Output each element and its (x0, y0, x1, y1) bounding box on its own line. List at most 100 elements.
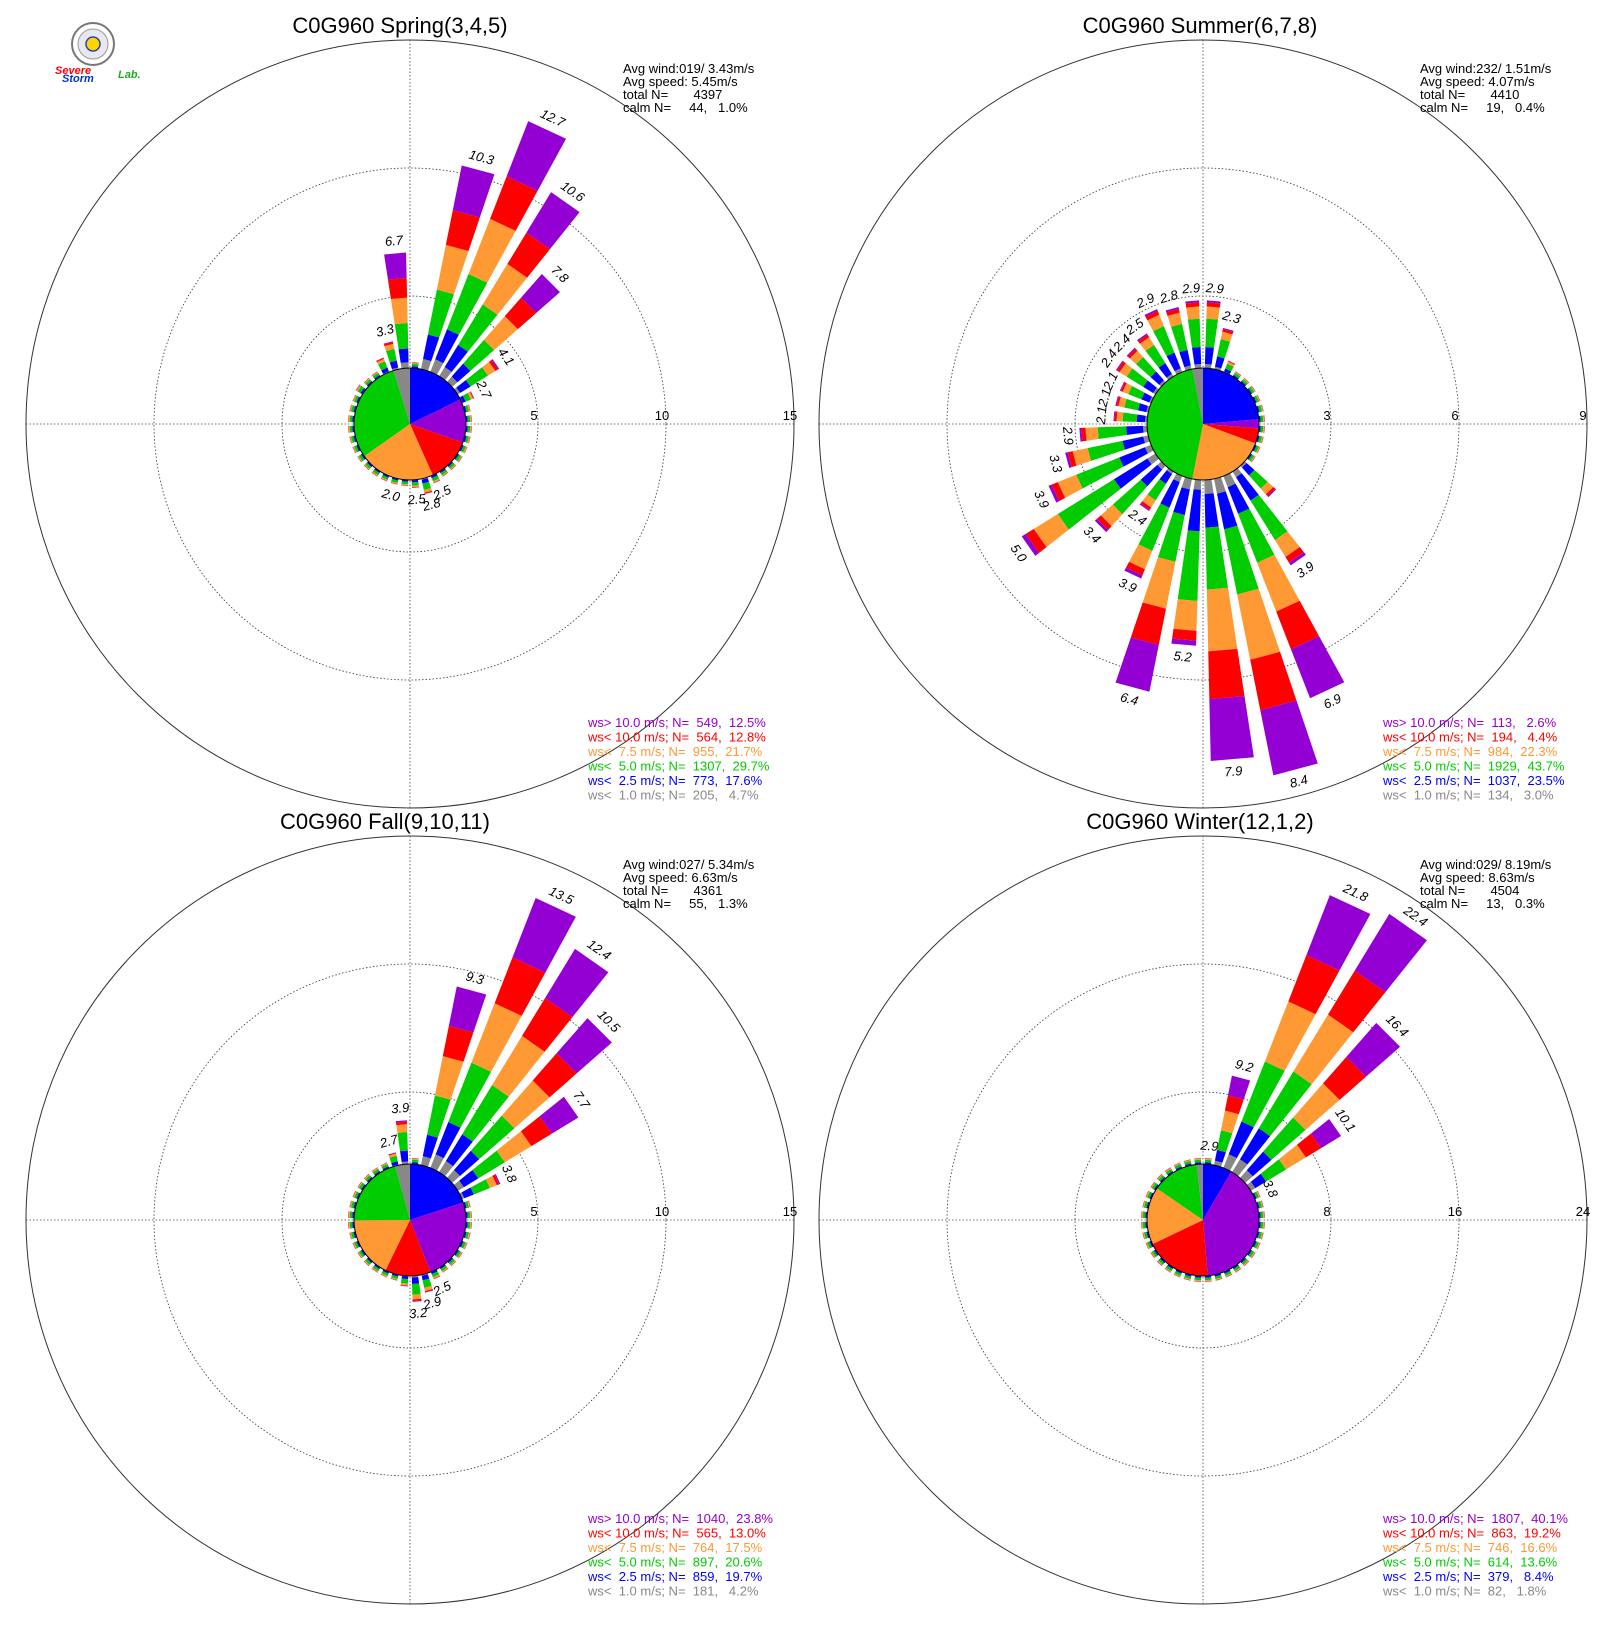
bar-segment (1119, 381, 1125, 392)
bar-segment (1174, 1163, 1182, 1170)
bar-segment (427, 289, 454, 338)
bar-segment (1206, 306, 1220, 320)
legend-entry: ws> 10.0 m/s; N= 113, 2.6% (1382, 715, 1557, 730)
bar-segment (391, 1274, 399, 1280)
direction-bar: 3.3 (374, 321, 399, 371)
bar-segment (446, 274, 488, 335)
bar-segment (1175, 1166, 1183, 1171)
bar-segment (1264, 425, 1265, 433)
bar-value-label: 12.7 (538, 106, 568, 131)
direction-bar (376, 357, 390, 375)
bar-segment (421, 478, 430, 484)
bar-segment (455, 1250, 462, 1258)
legend-entry: ws< 1.0 m/s; N= 205, 4.7% (587, 788, 759, 803)
bar-segment (355, 384, 361, 391)
bar-segment (363, 1261, 369, 1267)
direction-bar: 3.4 (1081, 461, 1166, 546)
stat-line: total N= 4504 (1420, 883, 1519, 898)
bar-segment (468, 436, 471, 444)
bar-segment (1183, 1159, 1191, 1162)
bar-segment (471, 425, 472, 433)
bar-segment (1157, 1174, 1163, 1180)
windrose-panel: 5 10 1510.312.710.67.84.12.72.52.82.52.03.… (25, 13, 797, 809)
bar-segment (1164, 1167, 1171, 1172)
bar-segment (1235, 371, 1242, 376)
ring-label: 10 (655, 1204, 669, 1219)
bar-segment (1253, 395, 1260, 403)
bar-segment (1124, 398, 1140, 411)
bar-segment (1057, 479, 1121, 530)
direction-bar: 22.4 (1232, 902, 1430, 1177)
severe-storm-lab-logo: Severe Storm Lab. (55, 22, 141, 85)
range-ring (946, 167, 1460, 681)
bar-segment (1146, 1241, 1153, 1249)
bar-segment (1250, 1173, 1267, 1189)
bar-segment (1157, 461, 1166, 470)
bar-segment (1260, 436, 1264, 444)
pie-slice (410, 1202, 466, 1273)
bar-segment (1117, 361, 1126, 373)
bar-segment (1126, 347, 1136, 357)
direction-bar: 3.9 (1116, 473, 1183, 596)
bar-segment (1183, 1159, 1191, 1162)
legend-entry: ws> 10.0 m/s; N= 549, 12.5% (587, 715, 766, 730)
bar-segment (1145, 1190, 1149, 1198)
bar-segment (1208, 648, 1245, 700)
legend-entry: ws< 7.5 m/s; N= 955, 21.7% (587, 744, 763, 759)
bar-segment (388, 1153, 397, 1158)
stat-line: Avg wind:019/ 3.43m/s (623, 61, 755, 76)
bar-segment (432, 478, 440, 483)
bar-segment (1257, 405, 1263, 413)
bar-segment (1247, 453, 1253, 460)
bar-segment (467, 1211, 471, 1219)
bar-segment (1213, 477, 1226, 494)
bar-segment (1157, 1260, 1163, 1266)
direction-bar (390, 1273, 399, 1281)
bar-segment (349, 1200, 353, 1208)
pie-slice (364, 424, 433, 481)
bar-segment (352, 446, 357, 454)
bar-segment (1165, 307, 1179, 313)
bar-segment (1122, 383, 1133, 395)
bar-value-label: 6.7 (384, 232, 404, 249)
bar-segment (364, 378, 370, 384)
bar-segment (1122, 436, 1145, 450)
bar-segment (1164, 1268, 1171, 1273)
pie-slice (1147, 369, 1203, 479)
bar-segment (1126, 425, 1144, 435)
bar-segment (1235, 1268, 1242, 1273)
bar-segment (358, 454, 365, 462)
bar-segment (348, 1211, 351, 1219)
bar-segment (394, 322, 409, 350)
bar-value-label: 2.0 (379, 485, 402, 505)
bar-segment (1194, 1158, 1202, 1160)
bar-segment (391, 1161, 399, 1167)
direction-bar (1240, 461, 1277, 498)
bar-segment (1293, 1083, 1340, 1130)
bar-segment (489, 360, 498, 372)
ring-label: 3 (1323, 408, 1330, 423)
bar-segment (1067, 451, 1077, 468)
bar-segment (1214, 366, 1222, 371)
bar-segment (390, 297, 408, 325)
bar-segment (349, 1211, 353, 1219)
bar-segment (348, 425, 350, 433)
bar-segment (1264, 1001, 1316, 1071)
bar-segment (463, 1201, 467, 1209)
direction-bar: 10.6 (439, 178, 588, 381)
bar-segment (459, 1192, 465, 1200)
direction-bar (357, 1181, 366, 1191)
bar-segment (1149, 1240, 1154, 1248)
bar-segment (1249, 470, 1268, 489)
bar-segment (1173, 1162, 1181, 1166)
bar-segment (458, 1252, 463, 1259)
bar-segment (1183, 1277, 1191, 1281)
bar-segment (507, 232, 550, 278)
bar-segment (1247, 1249, 1253, 1256)
bar-segment (1234, 1267, 1242, 1273)
bar-segment (471, 1221, 472, 1229)
bar-segment (446, 1169, 461, 1184)
bar-segment (401, 484, 409, 486)
bar-segment (1096, 515, 1112, 531)
bar-segment (384, 343, 395, 352)
